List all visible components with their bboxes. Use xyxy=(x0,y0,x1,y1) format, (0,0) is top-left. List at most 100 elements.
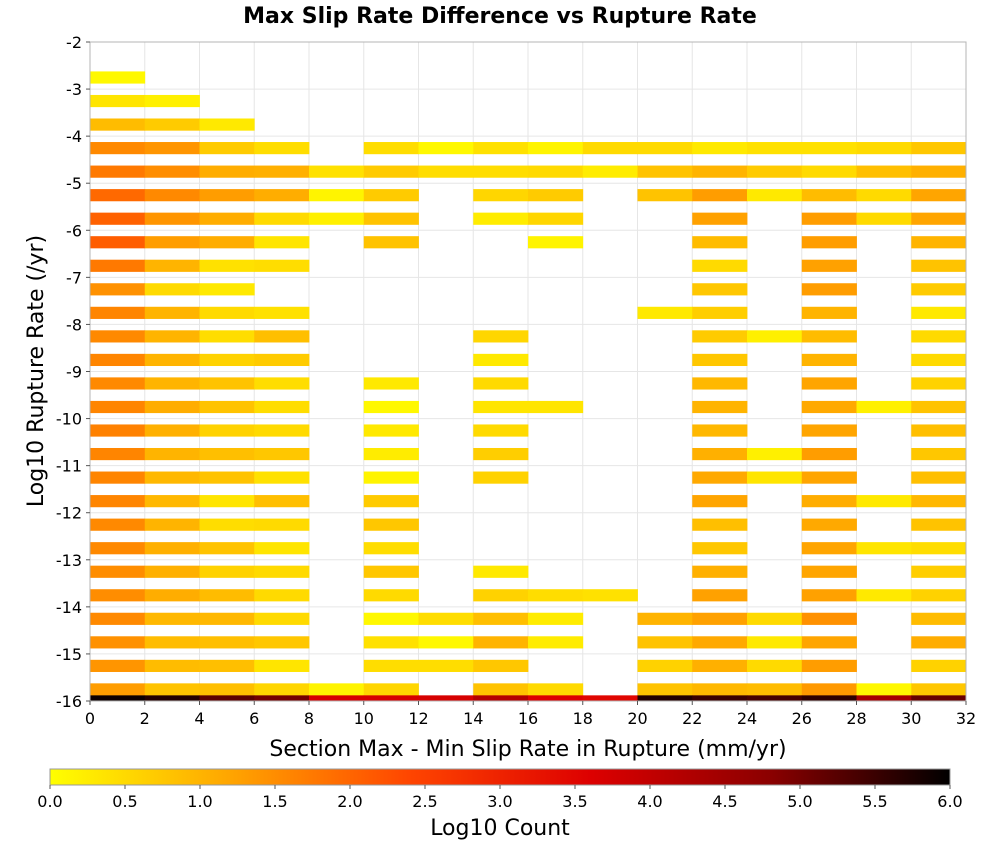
heatmap-cell xyxy=(254,612,310,625)
heatmap-cell xyxy=(254,636,310,649)
heatmap-cell xyxy=(254,659,310,672)
heatmap-cell xyxy=(144,142,200,155)
heatmap-cell xyxy=(254,236,310,249)
heatmap-cell xyxy=(911,424,967,437)
heatmap-cell xyxy=(692,212,748,225)
heatmap-cell xyxy=(144,471,200,484)
heatmap-cell xyxy=(637,306,693,319)
heatmap-cell xyxy=(254,518,310,531)
heatmap-cell xyxy=(254,142,310,155)
heatmap-cell xyxy=(199,495,255,508)
heatmap-cell xyxy=(199,636,255,649)
heatmap-cell xyxy=(144,589,200,602)
heatmap-cell xyxy=(692,424,748,437)
heatmap-cell xyxy=(473,447,529,461)
heatmap-cell xyxy=(801,518,857,531)
x-tick-label: 2 xyxy=(140,709,150,728)
heatmap-cell-bottom xyxy=(254,695,310,701)
heatmap-cell xyxy=(363,400,419,414)
heatmap-cell xyxy=(856,683,912,696)
heatmap-cell xyxy=(692,495,748,508)
heatmap-cell xyxy=(363,612,419,625)
heatmap-cell xyxy=(90,542,146,555)
heatmap-cell xyxy=(528,142,584,155)
heatmap-cell xyxy=(144,236,200,249)
heatmap-cell xyxy=(692,565,748,578)
heatmap-cell xyxy=(911,612,967,625)
heatmap-cell xyxy=(911,236,967,249)
heatmap-cell xyxy=(473,400,529,414)
heatmap-cell xyxy=(911,142,967,155)
heatmap-cell xyxy=(90,236,146,249)
colorbar-tick-label: 5.5 xyxy=(862,792,887,811)
heatmap-cell xyxy=(199,400,255,414)
heatmap-cell xyxy=(473,165,529,178)
heatmap-cell xyxy=(144,400,200,414)
heatmap-cell xyxy=(254,259,310,272)
heatmap-cell xyxy=(199,212,255,225)
heatmap-cell xyxy=(911,683,967,696)
heatmap-cell xyxy=(911,495,967,508)
heatmap-cell xyxy=(199,612,255,625)
heatmap-cell xyxy=(199,565,255,578)
heatmap-cell xyxy=(637,636,693,649)
heatmap-cell xyxy=(747,683,803,696)
heatmap-cell xyxy=(90,400,146,414)
heatmap-cell xyxy=(199,142,255,155)
heatmap-cell xyxy=(144,377,200,390)
heatmap-cell-bottom xyxy=(582,695,638,701)
heatmap-cell xyxy=(801,212,857,225)
heatmap-cell xyxy=(856,165,912,178)
colorbar-tick-label: 4.0 xyxy=(637,792,662,811)
heatmap-cell xyxy=(473,636,529,649)
heatmap-cell xyxy=(199,542,255,555)
heatmap-cell xyxy=(911,542,967,555)
heatmap-cell xyxy=(856,400,912,414)
heatmap-cell xyxy=(692,518,748,531)
heatmap-cell xyxy=(363,636,419,649)
heatmap-cell xyxy=(473,142,529,155)
heatmap-cell xyxy=(747,471,803,484)
heatmap-cell xyxy=(856,542,912,555)
heatmap-cell xyxy=(418,636,474,649)
heatmap-cell xyxy=(692,612,748,625)
heatmap-cell xyxy=(911,165,967,178)
colorbar-tick-label: 2.5 xyxy=(412,792,437,811)
x-tick-label: 32 xyxy=(956,709,976,728)
y-tick-label: -16 xyxy=(56,692,82,711)
heatmap-cell xyxy=(144,306,200,319)
heatmap-cell xyxy=(911,659,967,672)
heatmap-cell xyxy=(692,447,748,461)
y-tick-label: -3 xyxy=(66,80,82,99)
colorbar-tick-label: 4.5 xyxy=(712,792,737,811)
colorbar xyxy=(49,768,951,786)
heatmap-cell xyxy=(528,589,584,602)
heatmap-cell xyxy=(692,683,748,696)
heatmap-cell xyxy=(801,236,857,249)
heatmap-cell xyxy=(473,659,529,672)
heatmap-cell xyxy=(254,189,310,202)
y-tick-label: -6 xyxy=(66,221,82,240)
heatmap-cell xyxy=(911,283,967,296)
colorbar-title: Log10 Count xyxy=(430,816,570,841)
heatmap-cell xyxy=(90,589,146,602)
heatmap-cell xyxy=(199,471,255,484)
x-tick-label: 30 xyxy=(901,709,921,728)
heatmap-cell xyxy=(199,259,255,272)
heatmap-cell xyxy=(363,236,419,249)
heatmap-cell xyxy=(90,612,146,625)
heatmap-cell xyxy=(254,330,310,343)
colorbar-tick-label: 6.0 xyxy=(937,792,962,811)
heatmap-cell xyxy=(582,165,638,178)
heatmap-cell xyxy=(144,353,200,367)
heatmap-cell xyxy=(90,495,146,508)
x-tick-label: 22 xyxy=(682,709,702,728)
heatmap-cells xyxy=(90,71,967,701)
heatmap-cell xyxy=(254,471,310,484)
heatmap-cell xyxy=(747,165,803,178)
heatmap-cell xyxy=(90,212,146,225)
heatmap-cell-bottom xyxy=(856,695,912,701)
heatmap-cell xyxy=(582,142,638,155)
heatmap-cell xyxy=(90,565,146,578)
heatmap-cell xyxy=(692,659,748,672)
